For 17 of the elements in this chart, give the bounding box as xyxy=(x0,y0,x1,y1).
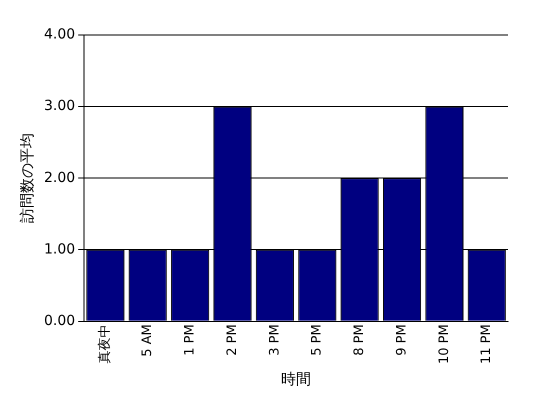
x-tick-label: 2 PM xyxy=(224,324,240,356)
x-tick-label: 9 PM xyxy=(394,324,410,356)
y-tick-label: 4.00 xyxy=(44,26,76,43)
y-tick-label: 1.00 xyxy=(44,241,76,258)
x-axis-title: 時間 xyxy=(281,370,312,388)
y-tick-label: 0.00 xyxy=(44,312,76,329)
x-tick-label: 10 PM xyxy=(436,324,452,364)
x-tick-label: 11 PM xyxy=(479,324,494,364)
x-tick-label: 5 PM xyxy=(310,324,325,356)
x-tick-label: 5 AM xyxy=(140,324,156,357)
x-tick-label: 8 PM xyxy=(352,324,368,356)
y-axis-title: 訪問数の平均 xyxy=(18,133,36,224)
y-tick-label: 2.00 xyxy=(44,170,76,186)
x-tick-label: 真夜中 xyxy=(96,324,113,364)
y-tick-label: 3.00 xyxy=(44,98,76,114)
x-tick-label: 1 PM xyxy=(182,324,198,356)
x-tick-label: 3 PM xyxy=(267,324,282,356)
